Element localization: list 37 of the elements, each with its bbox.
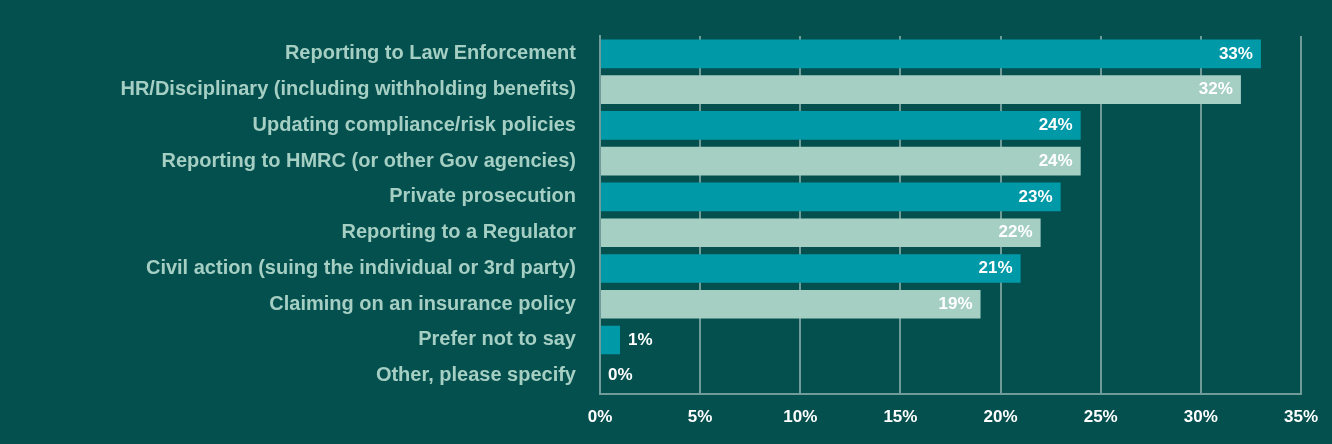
bar (601, 218, 1041, 247)
data-label: 19% (938, 293, 973, 313)
bar (601, 75, 1241, 104)
y-tick-label: HR/Disciplinary (including withholding benefits) (120, 77, 576, 100)
x-tick-label: 5% (687, 407, 713, 427)
x-tick-label: 0% (587, 407, 613, 427)
y-tick-label: Civil action (suing the individual or 3rd party) (145, 255, 576, 278)
data-label: 21% (978, 258, 1013, 278)
x-tick-label: 35% (1283, 407, 1318, 427)
data-label: 0% (608, 365, 633, 385)
bar (601, 289, 981, 319)
bar (601, 254, 1021, 283)
y-tick-label: Prefer not to say (418, 327, 577, 350)
y-tick-label: Claiming on an insurance policy (269, 291, 577, 314)
data-label: 1% (628, 329, 653, 349)
x-tick-label: 10% (783, 407, 818, 427)
y-tick-label: Reporting to HMRC (or other Gov agencies) (161, 148, 576, 171)
y-tick-label: Private prosecution (389, 184, 576, 207)
data-label: 32% (1198, 79, 1233, 99)
bar (601, 146, 1081, 176)
data-label: 33% (1218, 43, 1253, 63)
data-label: 23% (1018, 186, 1053, 206)
y-tick-label: Updating compliance/risk policies (252, 112, 576, 135)
data-label: 22% (998, 222, 1033, 242)
x-tick-label: 30% (1183, 407, 1218, 427)
bar (601, 39, 1261, 69)
x-tick-label: 15% (883, 407, 918, 427)
data-label: 24% (1038, 150, 1073, 170)
y-tick-label: Other, please specify (375, 363, 577, 386)
x-tick-label: 25% (1083, 407, 1118, 427)
data-label: 24% (1038, 115, 1073, 135)
bar (601, 182, 1061, 212)
bar (601, 111, 1081, 140)
y-tick-label: Reporting to a Regulator (341, 220, 577, 243)
x-tick-label: 20% (983, 407, 1018, 427)
bar (601, 325, 621, 355)
y-tick-label: Reporting to Law Enforcement (284, 41, 577, 64)
